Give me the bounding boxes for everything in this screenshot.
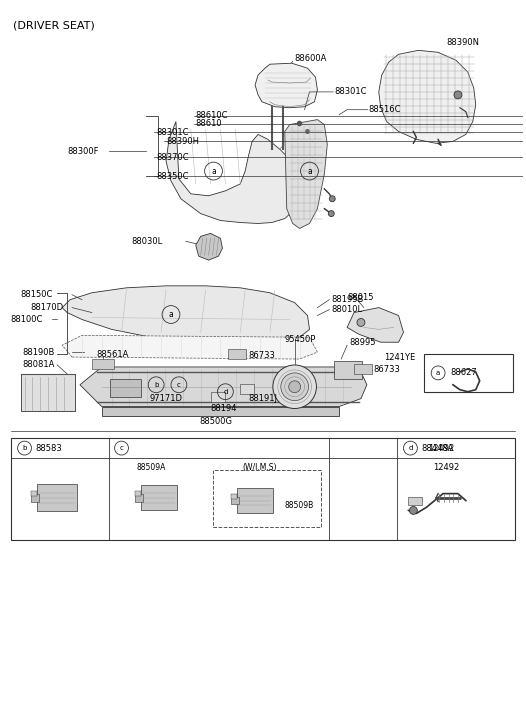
Polygon shape xyxy=(80,367,367,406)
Bar xyxy=(21,374,75,411)
Text: 88100C: 88100C xyxy=(11,315,43,324)
Bar xyxy=(92,359,114,369)
Circle shape xyxy=(357,318,365,326)
Bar xyxy=(231,494,237,499)
Text: 88301C: 88301C xyxy=(156,128,189,137)
Text: 88509A: 88509A xyxy=(136,463,166,473)
Bar xyxy=(231,497,239,505)
Text: a: a xyxy=(307,166,312,175)
Text: 12492: 12492 xyxy=(428,443,454,453)
Circle shape xyxy=(454,91,462,99)
Polygon shape xyxy=(255,63,317,108)
Polygon shape xyxy=(196,233,222,260)
Bar xyxy=(354,364,372,374)
Text: d: d xyxy=(408,445,412,451)
Bar xyxy=(109,379,141,397)
Text: b: b xyxy=(154,382,158,387)
Bar xyxy=(210,392,226,401)
Bar xyxy=(37,483,77,511)
Polygon shape xyxy=(62,286,309,343)
Text: 88627: 88627 xyxy=(450,369,477,377)
Text: 88190B: 88190B xyxy=(23,348,55,357)
Text: c: c xyxy=(177,382,181,387)
Text: 88350C: 88350C xyxy=(156,172,189,180)
Text: b: b xyxy=(23,445,27,451)
Text: 88015: 88015 xyxy=(347,293,373,302)
Polygon shape xyxy=(102,406,339,417)
Text: 88150C: 88150C xyxy=(21,290,53,300)
Text: c: c xyxy=(119,445,124,451)
Bar xyxy=(135,494,143,502)
Text: 88301C: 88301C xyxy=(334,87,367,97)
Polygon shape xyxy=(347,308,403,342)
Text: 88561A: 88561A xyxy=(97,350,129,358)
Circle shape xyxy=(281,373,309,401)
Bar xyxy=(409,497,422,505)
Polygon shape xyxy=(62,335,317,359)
Text: 88500G: 88500G xyxy=(199,417,232,426)
Text: a: a xyxy=(211,166,216,175)
Text: (DRIVER SEAT): (DRIVER SEAT) xyxy=(13,20,95,31)
Bar xyxy=(135,491,141,496)
Text: 88600A: 88600A xyxy=(295,54,327,63)
Text: a: a xyxy=(436,370,440,376)
Bar xyxy=(228,349,246,359)
Circle shape xyxy=(328,211,334,217)
Polygon shape xyxy=(379,50,476,143)
Bar xyxy=(424,354,513,392)
Text: 86733: 86733 xyxy=(248,350,275,360)
Bar xyxy=(240,384,254,394)
Text: 88195B: 88195B xyxy=(331,295,363,304)
Text: 88081A: 88081A xyxy=(23,361,55,369)
Text: 88610: 88610 xyxy=(196,119,222,128)
Text: 88194: 88194 xyxy=(210,404,237,413)
Text: 86733: 86733 xyxy=(374,366,401,374)
Text: a: a xyxy=(169,310,174,319)
Circle shape xyxy=(329,196,335,201)
Text: 88448A: 88448A xyxy=(421,443,454,453)
Bar xyxy=(334,361,362,379)
Text: 1241YE: 1241YE xyxy=(383,353,415,361)
Circle shape xyxy=(289,381,300,393)
Text: 88583: 88583 xyxy=(35,443,62,453)
Bar xyxy=(32,494,39,502)
Text: (W/I.M.S): (W/I.M.S) xyxy=(242,463,277,473)
Text: 88010L: 88010L xyxy=(331,305,362,314)
Polygon shape xyxy=(166,121,301,223)
Text: 95450P: 95450P xyxy=(285,334,316,344)
Text: 12492: 12492 xyxy=(433,463,459,473)
Text: 88516C: 88516C xyxy=(369,105,401,114)
Bar xyxy=(11,438,515,540)
Text: 88191J: 88191J xyxy=(248,394,277,403)
Text: 88300F: 88300F xyxy=(67,147,98,156)
Text: d: d xyxy=(223,389,228,395)
Text: 88610C: 88610C xyxy=(196,111,228,120)
Text: 88170D: 88170D xyxy=(31,303,64,312)
Bar xyxy=(237,488,273,513)
Text: 88030L: 88030L xyxy=(132,237,163,246)
Polygon shape xyxy=(285,120,327,228)
Circle shape xyxy=(409,507,417,515)
FancyBboxPatch shape xyxy=(213,470,321,527)
Circle shape xyxy=(273,365,317,409)
Text: 88370C: 88370C xyxy=(156,153,189,161)
Text: 88390H: 88390H xyxy=(166,137,199,146)
Text: 97171D: 97171D xyxy=(149,394,182,403)
Text: 88995: 88995 xyxy=(349,338,376,347)
Bar xyxy=(32,491,37,496)
Text: 88509B: 88509B xyxy=(285,501,314,510)
Bar xyxy=(141,485,177,510)
Text: 88390N: 88390N xyxy=(446,38,479,47)
